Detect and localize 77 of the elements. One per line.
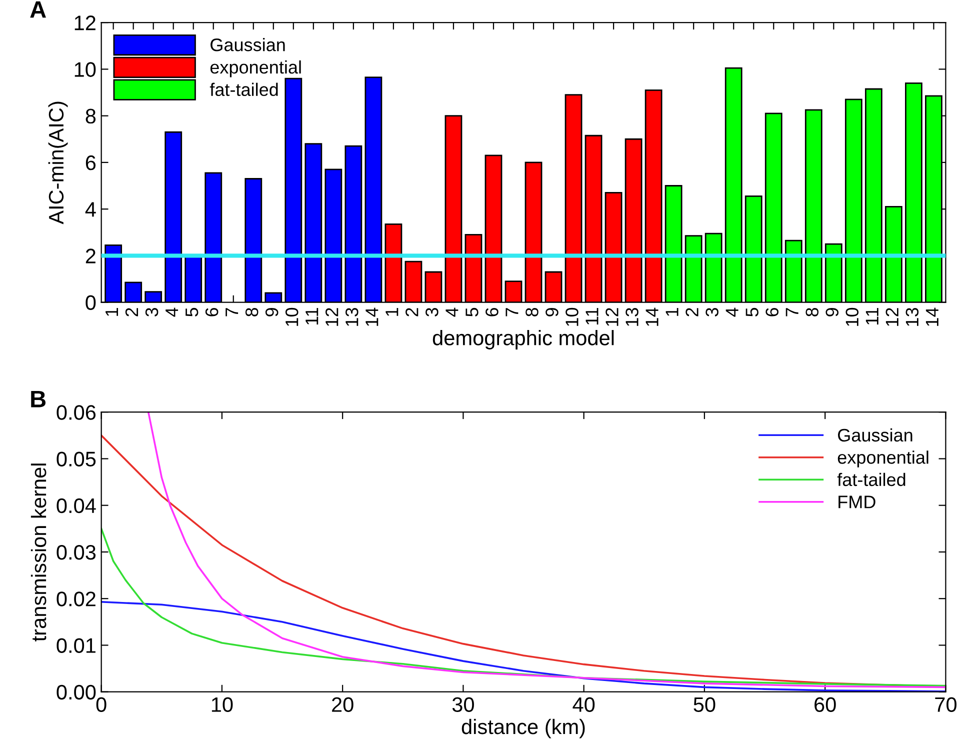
y-tick-label: 0.04 — [56, 498, 96, 514]
x-axis-title: demographic model — [432, 330, 614, 350]
x-tick-label: 2 — [125, 308, 138, 316]
x-tick-label: 12 — [886, 308, 898, 326]
chart-title: A — [30, 1, 46, 18]
x-tick-label: 3 — [145, 308, 158, 317]
y-tick-label: 8 — [86, 108, 96, 124]
legend-label: fat-tailed — [210, 82, 278, 96]
x-tick-label: 9 — [546, 308, 558, 316]
x-tick-label: 5 — [186, 308, 198, 316]
x-tick-label: 8 — [245, 308, 258, 316]
legend-label: Gaussian — [838, 428, 912, 442]
legend-label: Gaussian — [210, 38, 285, 52]
x-tick-label: 8 — [526, 308, 538, 316]
x-tick-label: 3 — [426, 308, 438, 317]
x-tick-label: 50 — [694, 697, 716, 712]
x-tick-label: 13 — [626, 308, 638, 326]
x-tick-label: 1 — [666, 308, 678, 316]
x-tick-label: 2 — [406, 308, 418, 316]
x-tick-label: 11 — [586, 308, 598, 325]
x-tick-label: 11 — [306, 308, 318, 325]
y-tick-label: 2 — [86, 248, 96, 264]
x-tick-label: 1 — [106, 308, 118, 316]
y-tick-label: 10 — [74, 62, 96, 77]
y-axis-title: AIC-min(AIC) — [48, 102, 68, 224]
x-tick-label: 10 — [285, 308, 298, 326]
x-axis-title: distance (km) — [462, 718, 585, 738]
x-tick-label: 6 — [205, 308, 218, 316]
y-tick-label: 0.01 — [56, 638, 96, 653]
x-tick-label: 3 — [706, 308, 718, 317]
x-tick-label: 4 — [166, 308, 178, 317]
x-tick-label: 12 — [606, 308, 618, 326]
x-tick-label: 13 — [346, 308, 358, 326]
y-tick-label: 4 — [85, 202, 96, 217]
line-series — [101, 528, 946, 687]
x-tick-label: 13 — [906, 308, 919, 326]
x-tick-label: 7 — [786, 308, 798, 316]
y-tick-label: 0.05 — [56, 452, 96, 466]
x-tick-label: 0 — [96, 697, 106, 712]
y-tick-label: 0.02 — [56, 592, 96, 606]
x-tick-label: 8 — [806, 308, 818, 316]
y-tick-label: 12 — [74, 16, 96, 30]
x-tick-label: 5 — [746, 308, 758, 316]
x-tick-label: 2 — [686, 308, 698, 316]
x-tick-label: 9 — [265, 308, 278, 316]
y-tick-label: 0.06 — [56, 405, 96, 420]
x-tick-label: 4 — [726, 308, 738, 317]
x-tick-label: 14 — [366, 308, 378, 326]
x-tick-label: 7 — [226, 308, 238, 316]
x-tick-label: 10 — [566, 308, 578, 326]
x-tick-label: 7 — [506, 308, 518, 316]
legend-label: exponential — [838, 450, 928, 468]
x-tick-label: 10 — [846, 308, 859, 326]
x-tick-label: 1 — [386, 308, 398, 316]
x-tick-label: 20 — [332, 697, 354, 712]
x-tick-label: 11 — [866, 308, 878, 325]
y-tick-label: 6 — [86, 155, 96, 170]
x-tick-label: 4 — [446, 308, 458, 317]
chart-title: B — [31, 390, 46, 408]
legend-label: fat-tailed — [837, 472, 906, 486]
x-tick-label: 14 — [926, 308, 938, 326]
y-tick-label: 0.00 — [56, 684, 96, 700]
x-tick-label: 30 — [452, 697, 474, 712]
x-tick-label: 6 — [766, 308, 778, 316]
x-tick-label: 70 — [935, 697, 956, 712]
y-axis-title: transmission kernel — [30, 464, 46, 642]
x-tick-label: 6 — [486, 308, 498, 316]
y-tick-label: 0.03 — [56, 544, 96, 560]
x-tick-label: 10 — [212, 697, 233, 712]
x-tick-label: 60 — [814, 697, 836, 712]
x-tick-label: 12 — [325, 308, 338, 326]
x-tick-label: 9 — [826, 308, 838, 316]
x-tick-label: 14 — [646, 308, 658, 326]
legend-label: exponential — [210, 60, 301, 78]
x-tick-label: 5 — [466, 308, 478, 316]
x-tick-label: 40 — [572, 697, 595, 712]
legend-label: FMD — [838, 496, 876, 508]
